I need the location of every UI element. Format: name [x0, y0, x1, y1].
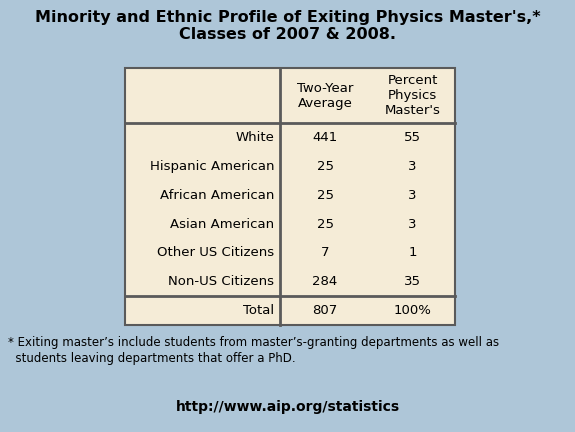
- Text: 7: 7: [321, 246, 329, 259]
- FancyBboxPatch shape: [125, 68, 455, 325]
- Text: 1: 1: [408, 246, 417, 259]
- Text: * Exiting master’s include students from master’s-granting departments as well a: * Exiting master’s include students from…: [8, 336, 499, 349]
- Text: African American: African American: [160, 189, 274, 202]
- Text: 25: 25: [316, 189, 333, 202]
- Text: Minority and Ethnic Profile of Exiting Physics Master's,*
Classes of 2007 & 2008: Minority and Ethnic Profile of Exiting P…: [34, 10, 540, 42]
- Text: 3: 3: [408, 160, 417, 173]
- Text: Two-Year
Average: Two-Year Average: [297, 82, 353, 109]
- Text: 55: 55: [404, 131, 421, 144]
- Text: http://www.aip.org/statistics: http://www.aip.org/statistics: [175, 400, 400, 414]
- Text: Non-US Citizens: Non-US Citizens: [168, 275, 274, 288]
- Text: Asian American: Asian American: [170, 217, 274, 231]
- Text: 100%: 100%: [393, 304, 431, 317]
- Text: 807: 807: [312, 304, 338, 317]
- Text: 441: 441: [312, 131, 338, 144]
- Text: 3: 3: [408, 217, 417, 231]
- Text: 25: 25: [316, 160, 333, 173]
- Text: 35: 35: [404, 275, 421, 288]
- Text: 25: 25: [316, 217, 333, 231]
- Text: 3: 3: [408, 189, 417, 202]
- Text: Percent
Physics
Master's: Percent Physics Master's: [385, 74, 440, 117]
- Text: 284: 284: [312, 275, 338, 288]
- Text: White: White: [235, 131, 274, 144]
- Text: Other US Citizens: Other US Citizens: [157, 246, 274, 259]
- Text: Hispanic American: Hispanic American: [150, 160, 274, 173]
- Text: Total: Total: [243, 304, 274, 317]
- Text: students leaving departments that offer a PhD.: students leaving departments that offer …: [8, 352, 296, 365]
